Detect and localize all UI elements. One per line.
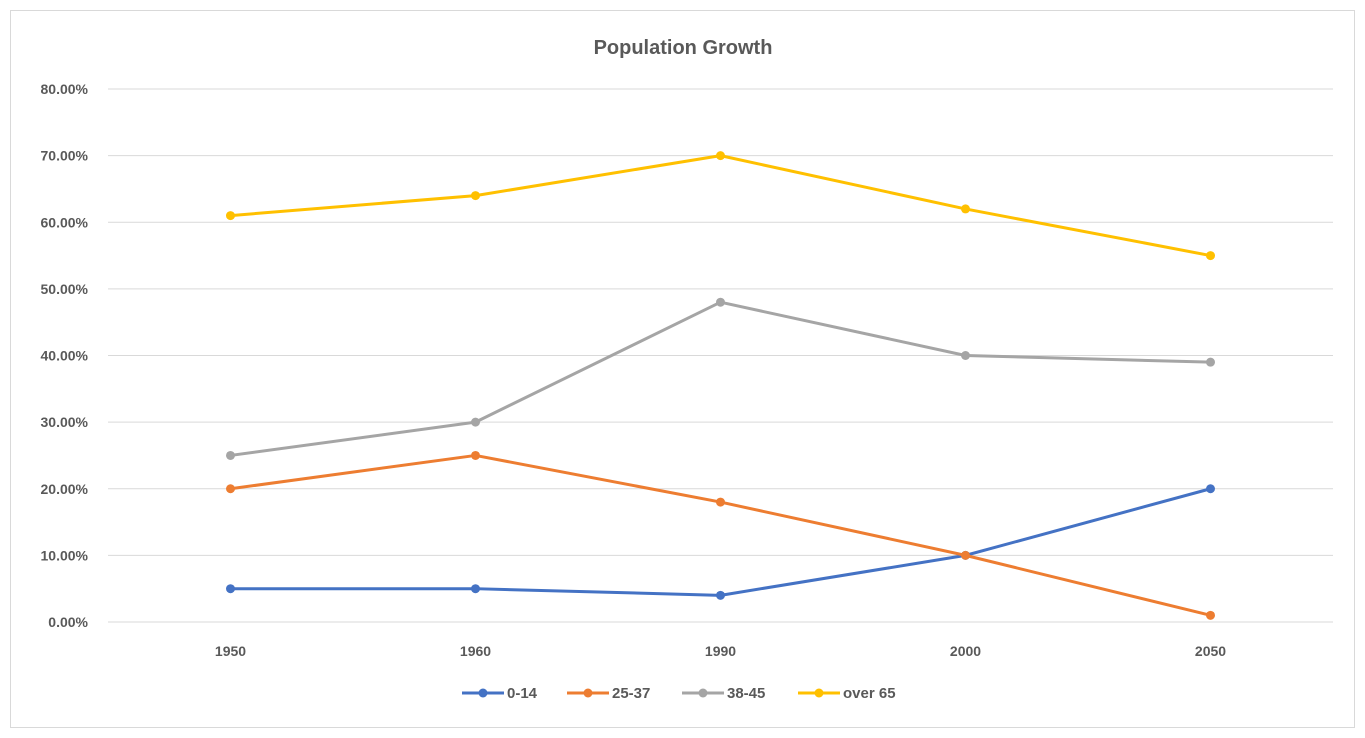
data-point <box>471 191 480 201</box>
data-point <box>716 151 725 161</box>
x-tick-label: 2000 <box>950 643 981 659</box>
legend-label: 0-14 <box>507 685 538 702</box>
data-point <box>1206 251 1215 261</box>
data-point <box>961 204 970 214</box>
legend-marker <box>698 688 708 698</box>
data-point <box>716 497 725 507</box>
legend-marker <box>583 688 593 698</box>
legend-label: 25-37 <box>612 685 650 702</box>
y-tick-label: 70.00% <box>41 148 89 164</box>
data-point <box>1206 484 1215 494</box>
data-point <box>716 590 725 600</box>
data-point <box>1206 357 1215 367</box>
series-line-over-65 <box>230 154 1211 258</box>
y-tick-label: 0.00% <box>48 614 88 630</box>
data-point <box>961 550 970 560</box>
data-point <box>471 584 480 594</box>
legend-marker <box>478 688 488 698</box>
data-point <box>716 297 725 307</box>
chart-frame <box>10 10 1355 728</box>
y-tick-label: 30.00% <box>41 414 89 430</box>
y-tick-label: 50.00% <box>41 281 89 297</box>
series-line-38-45 <box>230 300 1211 457</box>
x-tick-label: 1990 <box>705 643 736 659</box>
x-tick-label: 1950 <box>215 643 246 659</box>
data-point <box>961 351 970 360</box>
y-tick-label: 40.00% <box>41 348 89 364</box>
y-tick-label: 80.00% <box>41 81 89 97</box>
data-point <box>471 417 480 427</box>
data-point <box>226 484 235 494</box>
data-point <box>226 450 235 460</box>
y-tick-label: 10.00% <box>41 547 89 563</box>
x-tick-label: 1960 <box>460 643 491 659</box>
legend-label: 38-45 <box>727 685 765 702</box>
y-tick-label: 60.00% <box>41 214 89 230</box>
x-tick-label: 2050 <box>1195 643 1226 659</box>
data-point <box>1206 610 1215 620</box>
data-point <box>226 584 235 594</box>
y-tick-label: 20.00% <box>41 481 89 497</box>
legend-label: over 65 <box>843 685 896 702</box>
data-point <box>226 211 235 221</box>
legend-marker <box>814 688 824 698</box>
chart-title: Population Growth <box>594 37 773 59</box>
data-point <box>471 450 480 460</box>
